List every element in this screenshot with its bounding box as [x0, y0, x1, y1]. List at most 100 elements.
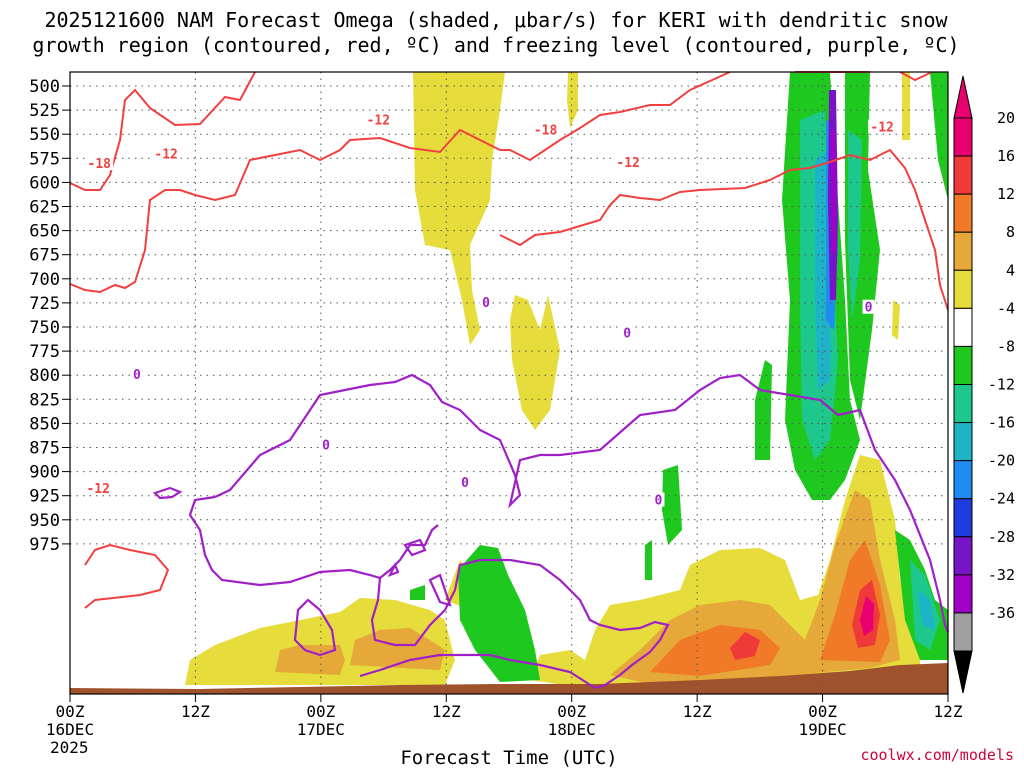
- colorbar-tick-label: -28: [988, 528, 1015, 546]
- omega-positive-region: [510, 295, 560, 430]
- x-tick-label: 12Z: [181, 702, 210, 721]
- purple-contour-label-background: [130, 367, 143, 382]
- colorbar-tick-label: -8: [997, 337, 1015, 355]
- colorbar-tick-label: 20: [997, 109, 1015, 127]
- red-isotherm-line: [84, 543, 170, 609]
- purple-contour-label: 0: [133, 368, 141, 383]
- red-contour-label-background: [614, 155, 643, 170]
- purple-contour-label: 0: [623, 327, 631, 342]
- red-contour-label: -12: [616, 156, 639, 171]
- x-tick-label: 12Z: [934, 702, 963, 721]
- y-tick-label: 775: [29, 342, 60, 362]
- plot-frame: [69, 71, 949, 695]
- colorbar-bin: [953, 117, 973, 157]
- colorbar-bin: [953, 345, 973, 385]
- colorbar-bin: [953, 536, 973, 576]
- omega-positive-region: [567, 72, 578, 128]
- purple-contour-label: 0: [865, 301, 873, 316]
- plot-area: -18 -12 -12 -18 -12 -12 -12 0 0 0 0 0 0 0: [69, 71, 950, 695]
- x-tick-date-label: 18DEC: [548, 720, 596, 739]
- ground-surface: [70, 663, 948, 694]
- colorbar-tick-label: -32: [988, 566, 1015, 584]
- credit-text: coolwx.com/models: [860, 746, 1014, 764]
- x-tick-label: 00Z: [557, 702, 586, 721]
- red-contour-label: -12: [870, 120, 893, 135]
- y-tick-label: 750: [29, 318, 60, 338]
- red-isotherms: [69, 71, 949, 609]
- omega-negative-region: [930, 72, 948, 200]
- purple-contour-label: 0: [322, 439, 330, 454]
- purple-contour-label-background: [862, 299, 875, 314]
- freezing-level-line: [370, 558, 670, 690]
- omega-negative-region: [645, 540, 652, 580]
- x-tick-date-label: 19DEC: [798, 720, 846, 739]
- omega-negative-region: [918, 590, 935, 630]
- purple-contour-label: 0: [482, 296, 490, 311]
- freezing-level-line: [359, 653, 596, 689]
- x-tick-label: 00Z: [56, 702, 85, 721]
- contour-labels: -18 -12 -12 -18 -12 -12 -12 0 0 0 0 0 0 0: [84, 112, 897, 509]
- x-tick-date-label: 17DEC: [297, 720, 345, 739]
- purple-contour-label: 0: [655, 494, 663, 509]
- colorbar-tick-label: -24: [988, 490, 1015, 508]
- purple-contour-label: 0: [461, 476, 469, 491]
- colorbar-bin: [953, 460, 973, 500]
- colorbar: 20 16 12 8 4 -4 -8 -12 -16 -20 -24 -28 -32 -36: [953, 75, 1015, 694]
- colorbar-bin: [953, 498, 973, 538]
- colorbar-bin: [953, 231, 973, 271]
- y-tick-label: 975: [29, 535, 60, 555]
- y-tick-label: 525: [29, 101, 60, 121]
- red-contour-label-background: [85, 156, 114, 171]
- x-tick-label: 12Z: [432, 702, 461, 721]
- omega-strong-positive-region: [730, 632, 760, 660]
- y-tick-label: 925: [29, 487, 60, 507]
- y-tick-label: 650: [29, 222, 60, 242]
- omega-positive-region: [902, 72, 910, 140]
- colorbar-bin: [953, 612, 973, 652]
- freezing-level-line: [188, 495, 439, 587]
- y-tick-label: 725: [29, 294, 60, 314]
- colorbar-bin: [953, 193, 973, 233]
- y-tick-label: 500: [29, 77, 60, 97]
- freezing-level-line: [428, 573, 452, 607]
- freezing-level-line: [293, 598, 337, 657]
- colorbar-tick-label: 4: [1006, 261, 1015, 279]
- colorbar-tick-label: 16: [997, 147, 1015, 165]
- red-contour-label: -12: [154, 147, 177, 162]
- omega-positive-region: [892, 300, 900, 340]
- colorbar-tick-label: 8: [1006, 223, 1015, 241]
- red-isotherm-line: [69, 71, 256, 191]
- red-contour-label-background: [152, 146, 181, 161]
- colorbar-bin: [953, 422, 973, 462]
- purple-contour-label-background: [652, 492, 665, 507]
- x-tick-label: 12Z: [683, 702, 712, 721]
- x-axis-label: Forecast Time (UTC): [400, 747, 617, 768]
- freezing-level-contours: [152, 373, 950, 690]
- y-tick-label: 675: [29, 246, 60, 266]
- purple-contour-label-background: [459, 475, 472, 490]
- red-isotherm-line: [69, 71, 731, 294]
- purple-contour-label-background: [621, 325, 634, 340]
- red-contour-label: -12: [367, 114, 390, 129]
- y-tick-label: 575: [29, 149, 60, 169]
- colorbar-tick-label: -4: [997, 299, 1015, 317]
- y-tick-label: 875: [29, 439, 60, 459]
- y-tick-label: 550: [29, 125, 60, 145]
- colorbar-top-arrow: [953, 75, 973, 119]
- colorbar-tick-label: -20: [988, 452, 1015, 470]
- x-tick-label: 00Z: [808, 702, 837, 721]
- colorbar-bin: [953, 384, 973, 424]
- y-tick-label: 700: [29, 270, 60, 290]
- red-contour-label: -18: [88, 157, 112, 172]
- omega-strong-positive-region: [860, 596, 874, 636]
- red-contour-label: -12: [86, 482, 109, 497]
- red-isotherm-line: [899, 71, 933, 82]
- colorbar-bin: [953, 269, 973, 309]
- colorbar-tick-label: -16: [988, 414, 1015, 432]
- purple-contour-label-background: [480, 294, 493, 309]
- colorbar-tick-label: -12: [988, 376, 1015, 394]
- y-tick-label: 900: [29, 463, 60, 483]
- freezing-level-line: [387, 562, 400, 578]
- omega-negative-region: [458, 545, 540, 682]
